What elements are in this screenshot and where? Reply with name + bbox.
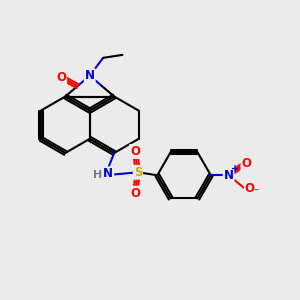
Text: O: O xyxy=(242,157,251,170)
Text: N: N xyxy=(224,169,234,182)
Text: O: O xyxy=(56,71,66,84)
Text: H: H xyxy=(93,170,103,180)
Text: O: O xyxy=(130,145,140,158)
Text: +: + xyxy=(231,164,239,174)
Text: S: S xyxy=(134,166,142,179)
Text: ⁻: ⁻ xyxy=(254,187,259,197)
Text: O: O xyxy=(130,187,140,200)
Text: N: N xyxy=(103,167,113,180)
Text: O: O xyxy=(244,182,254,195)
Text: N: N xyxy=(85,69,95,82)
